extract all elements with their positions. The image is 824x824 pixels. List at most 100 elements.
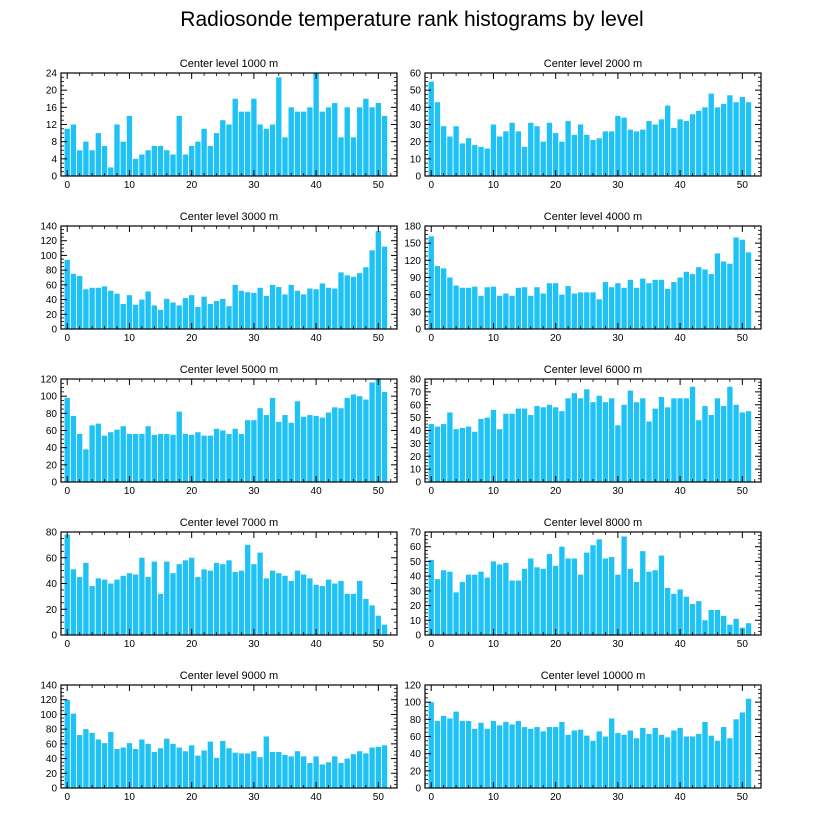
bar: [76, 735, 83, 788]
bar: [608, 287, 615, 329]
bar: [739, 412, 746, 482]
bar: [164, 298, 170, 329]
bar: [120, 303, 126, 329]
bar: [652, 727, 658, 788]
x-tick-label: 40: [311, 639, 323, 650]
bar: [83, 729, 89, 788]
bar: [677, 589, 683, 635]
bar: [521, 568, 528, 635]
x-tick-label: 30: [248, 180, 260, 191]
bar: [238, 753, 245, 788]
bar: [101, 286, 108, 329]
y-tick-label: 10: [410, 154, 422, 165]
bar: [288, 580, 294, 635]
bar: [132, 158, 139, 176]
bar: [696, 420, 702, 482]
x-tick-label: 10: [124, 486, 136, 497]
x-tick-label: 10: [488, 180, 500, 191]
panel-title: Center level 7000 m: [180, 517, 278, 529]
x-tick-label: 20: [186, 639, 198, 650]
x-tick-label: 10: [124, 792, 136, 803]
bar: [608, 398, 615, 482]
y-tick-label: 40: [410, 572, 422, 583]
bar: [344, 397, 350, 482]
bar: [232, 284, 238, 329]
bar: [195, 577, 201, 635]
bar: [126, 115, 133, 176]
panel-title: Center level 5000 m: [180, 364, 278, 376]
bar: [263, 295, 270, 329]
bar: [683, 736, 690, 788]
bar: [552, 407, 559, 482]
bar: [325, 579, 332, 635]
bar: [176, 564, 182, 635]
bar: [720, 615, 727, 635]
x-tick-label: 40: [675, 333, 687, 344]
y-tick-label: 40: [46, 754, 58, 765]
bar: [350, 754, 357, 788]
panel-3: Center level 3000 m 0 10 20 30 40 50 0 20 40 60 80 1…: [40, 211, 398, 344]
bar: [602, 558, 609, 635]
bar: [157, 748, 164, 788]
bar: [608, 131, 615, 176]
bar: [596, 138, 602, 176]
bar: [540, 293, 546, 329]
bar: [282, 754, 288, 788]
bar: [689, 274, 696, 329]
x-tick-label: 20: [550, 180, 562, 191]
bar: [621, 287, 627, 329]
bar: [515, 131, 522, 176]
bar: [503, 562, 509, 635]
bar: [602, 736, 609, 788]
x-tick-label: 40: [675, 180, 687, 191]
bar: [319, 586, 326, 635]
x-tick-label: 20: [550, 639, 562, 650]
bar: [509, 295, 515, 329]
bar: [440, 715, 447, 788]
y-tick-label: 100: [40, 710, 57, 721]
bar: [263, 736, 270, 788]
y-tick-label: 0: [415, 325, 421, 336]
x-tick-label: 40: [675, 486, 687, 497]
bar: [490, 124, 497, 176]
bar: [188, 557, 195, 635]
y-tick-label: 150: [404, 239, 421, 250]
bar: [683, 271, 690, 329]
y-tick-label: 0: [51, 478, 57, 489]
y-tick-label: 20: [410, 452, 422, 463]
bar: [276, 573, 282, 635]
x-tick-label: 10: [488, 486, 500, 497]
bar: [288, 422, 294, 482]
bar: [139, 299, 145, 329]
bar: [714, 398, 721, 482]
x-tick-label: 30: [612, 333, 624, 344]
x-tick-label: 10: [124, 180, 136, 191]
bar: [257, 408, 263, 482]
bar: [145, 577, 151, 635]
bar: [375, 103, 382, 176]
bar: [251, 564, 257, 635]
y-tick-label: 60: [46, 280, 58, 291]
x-tick-label: 20: [550, 333, 562, 344]
bar: [596, 395, 602, 482]
bar: [114, 579, 120, 635]
bar: [484, 287, 490, 329]
bar: [708, 415, 714, 482]
bar: [671, 593, 677, 635]
bar: [440, 424, 447, 482]
y-tick-label: 120: [40, 695, 57, 706]
bar: [64, 397, 70, 482]
x-tick-label: 30: [248, 486, 260, 497]
bar: [108, 290, 114, 329]
bar: [213, 562, 220, 635]
bar: [381, 246, 388, 329]
y-tick-label: 0: [415, 172, 421, 183]
x-tick-label: 50: [737, 792, 749, 803]
y-tick-label: 20: [46, 86, 58, 97]
bar: [484, 148, 490, 176]
bar: [195, 755, 201, 788]
bar: [577, 729, 584, 788]
bar: [664, 587, 671, 635]
bar: [503, 413, 509, 482]
bar: [95, 739, 102, 788]
